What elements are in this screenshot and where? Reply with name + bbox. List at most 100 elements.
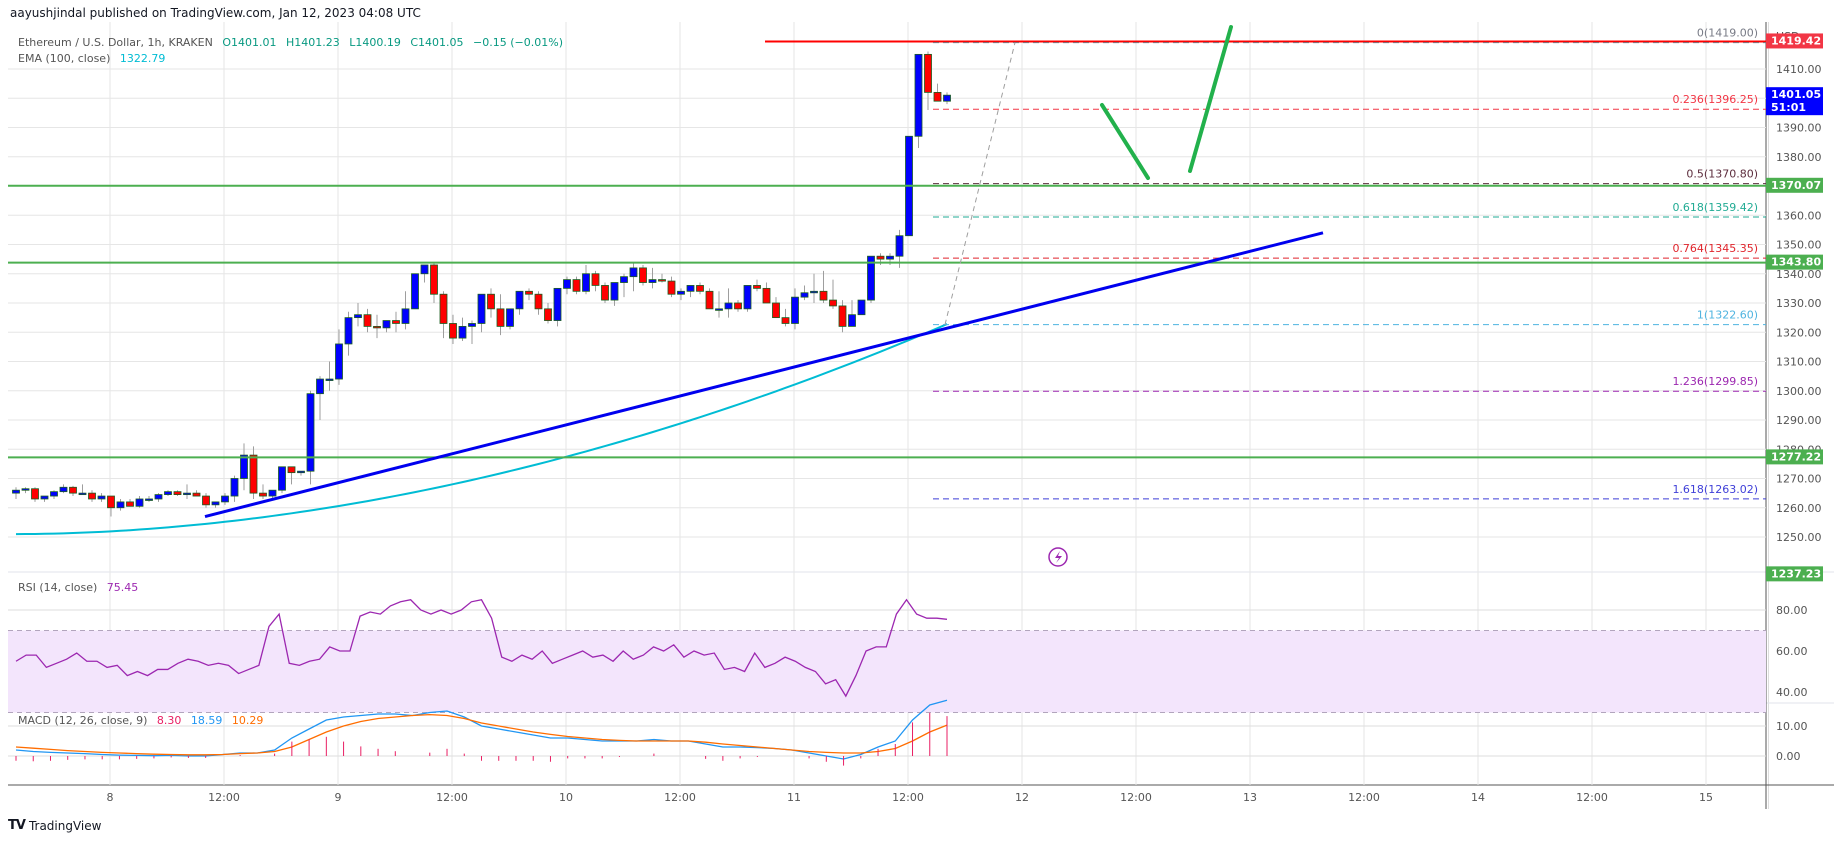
candle-body xyxy=(610,282,619,301)
candle-body xyxy=(392,320,400,324)
price-tag-bg xyxy=(1766,566,1823,582)
candle-body xyxy=(525,290,533,295)
candle-body xyxy=(107,495,115,509)
price-tag-value: 1343.80 xyxy=(1771,256,1821,269)
macd-signal-value: 10.29 xyxy=(231,714,264,727)
candle-body xyxy=(468,323,476,327)
price-tag: 1343.80 xyxy=(1766,254,1823,270)
fib-level-label: 0.764(1345.35) xyxy=(1672,242,1758,255)
candle-body xyxy=(582,273,590,292)
candle-body xyxy=(658,279,666,282)
candle-body xyxy=(829,299,837,307)
candle-body xyxy=(487,293,495,310)
candle-body xyxy=(477,293,486,324)
low-value: L1400.19 xyxy=(349,36,401,49)
publisher-line: aayushjindal published on TradingView.co… xyxy=(10,6,421,20)
candle-body xyxy=(943,94,951,102)
rsi-tick-label: 60.00 xyxy=(1776,645,1808,658)
time-tick-label: 9 xyxy=(335,791,342,804)
candle-body xyxy=(724,302,733,310)
candle-body xyxy=(306,393,315,472)
candle-body xyxy=(857,299,866,316)
candle-body xyxy=(69,486,77,494)
candle-body xyxy=(78,492,87,496)
candle-body xyxy=(810,290,818,294)
fib-level-label: 0.236(1396.25) xyxy=(1672,93,1758,106)
candle-body xyxy=(173,491,182,495)
fib-level-label: 1.618(1263.02) xyxy=(1672,483,1758,496)
chart-canvas[interactable]: 8 12:00 9 12:00 10 12:00 11 12:00 12 12:00 13 12:00… xyxy=(8,22,1834,822)
candle-body xyxy=(278,466,286,491)
candle-body xyxy=(639,267,647,283)
candle-body xyxy=(335,343,343,380)
rsi-label: RSI (14, close) xyxy=(18,581,98,594)
price-tag-bg xyxy=(1766,33,1823,49)
price-tag-value: 1401.05 xyxy=(1771,88,1821,101)
candle-body xyxy=(287,466,296,474)
price-tag-bg xyxy=(1766,254,1823,270)
candle-body xyxy=(753,285,761,289)
time-tick-label: 15 xyxy=(1699,791,1713,804)
countdown-timer: 51:01 xyxy=(1771,101,1806,114)
candle-body xyxy=(268,489,277,497)
candle-body xyxy=(743,285,752,310)
tv-logo-icon: TV xyxy=(8,818,26,833)
candle-body xyxy=(886,255,894,260)
ema-value: 1322.79 xyxy=(119,52,166,65)
candle-body xyxy=(192,492,201,497)
rsi-tick-label: 80.00 xyxy=(1776,604,1808,617)
candles xyxy=(12,51,951,517)
time-tick-label: 12:00 xyxy=(436,791,468,804)
ema-legend: EMA (100, close) 1322.79 xyxy=(18,52,171,65)
candle-body xyxy=(762,287,771,304)
candle-body xyxy=(88,492,96,500)
candle-body xyxy=(411,273,419,310)
time-tick-label: 12 xyxy=(1015,791,1029,804)
price-tick-label: 1250.00 xyxy=(1776,531,1822,544)
fib-trend-line xyxy=(944,42,1016,325)
candle-body xyxy=(449,323,457,339)
time-tick-label: 12:00 xyxy=(208,791,240,804)
candle-body xyxy=(876,255,885,260)
candle-body xyxy=(781,317,790,324)
candle-body xyxy=(534,293,543,310)
ema-line xyxy=(15,323,948,536)
candle-body xyxy=(145,498,153,501)
price-tick-label: 1310.00 xyxy=(1776,356,1822,369)
macd-label: MACD (12, 26, close, 9) xyxy=(18,714,148,727)
candle-body xyxy=(354,314,362,319)
time-tick-label: 12:00 xyxy=(892,791,924,804)
price-tag-bg xyxy=(1766,87,1823,116)
projection-down-stroke xyxy=(1100,103,1150,180)
candle-body xyxy=(297,470,305,474)
candle-body xyxy=(705,290,714,310)
open-value: O1401.01 xyxy=(222,36,277,49)
candle-body xyxy=(620,276,628,283)
candle-body xyxy=(677,290,685,295)
price-tag-value: 1277.22 xyxy=(1771,450,1821,463)
rsi-tick-label: 40.00 xyxy=(1776,686,1808,699)
candle-body xyxy=(439,293,448,324)
candle-body xyxy=(316,378,324,395)
candle-body xyxy=(933,92,942,102)
chart-container[interactable]: 8 12:00 9 12:00 10 12:00 11 12:00 12 12:00 13 12:00… xyxy=(8,22,1834,809)
price-tag-bg xyxy=(1766,177,1823,193)
candle-body xyxy=(230,478,239,497)
time-tick-label: 11 xyxy=(787,791,801,804)
candle-body xyxy=(325,378,334,381)
candle-body xyxy=(97,495,106,500)
price-tag-value: 1419.42 xyxy=(1771,34,1821,47)
fib-level-label: 0.5(1370.80) xyxy=(1686,168,1758,181)
support-trendline xyxy=(204,231,1324,518)
time-tick-label: 12:00 xyxy=(1576,791,1608,804)
candle-body xyxy=(848,314,856,327)
projection-up-stroke xyxy=(1188,25,1233,173)
price-tick-label: 1330.00 xyxy=(1776,297,1822,310)
candle-body xyxy=(458,325,467,339)
rsi-line xyxy=(15,598,948,698)
price-tick-label: 1300.00 xyxy=(1776,385,1822,398)
candle-body xyxy=(50,491,58,497)
price-tag: 1277.22 xyxy=(1766,449,1823,465)
tradingview-logo[interactable]: TV TradingView xyxy=(8,818,101,833)
time-tick-label: 14 xyxy=(1471,791,1485,804)
